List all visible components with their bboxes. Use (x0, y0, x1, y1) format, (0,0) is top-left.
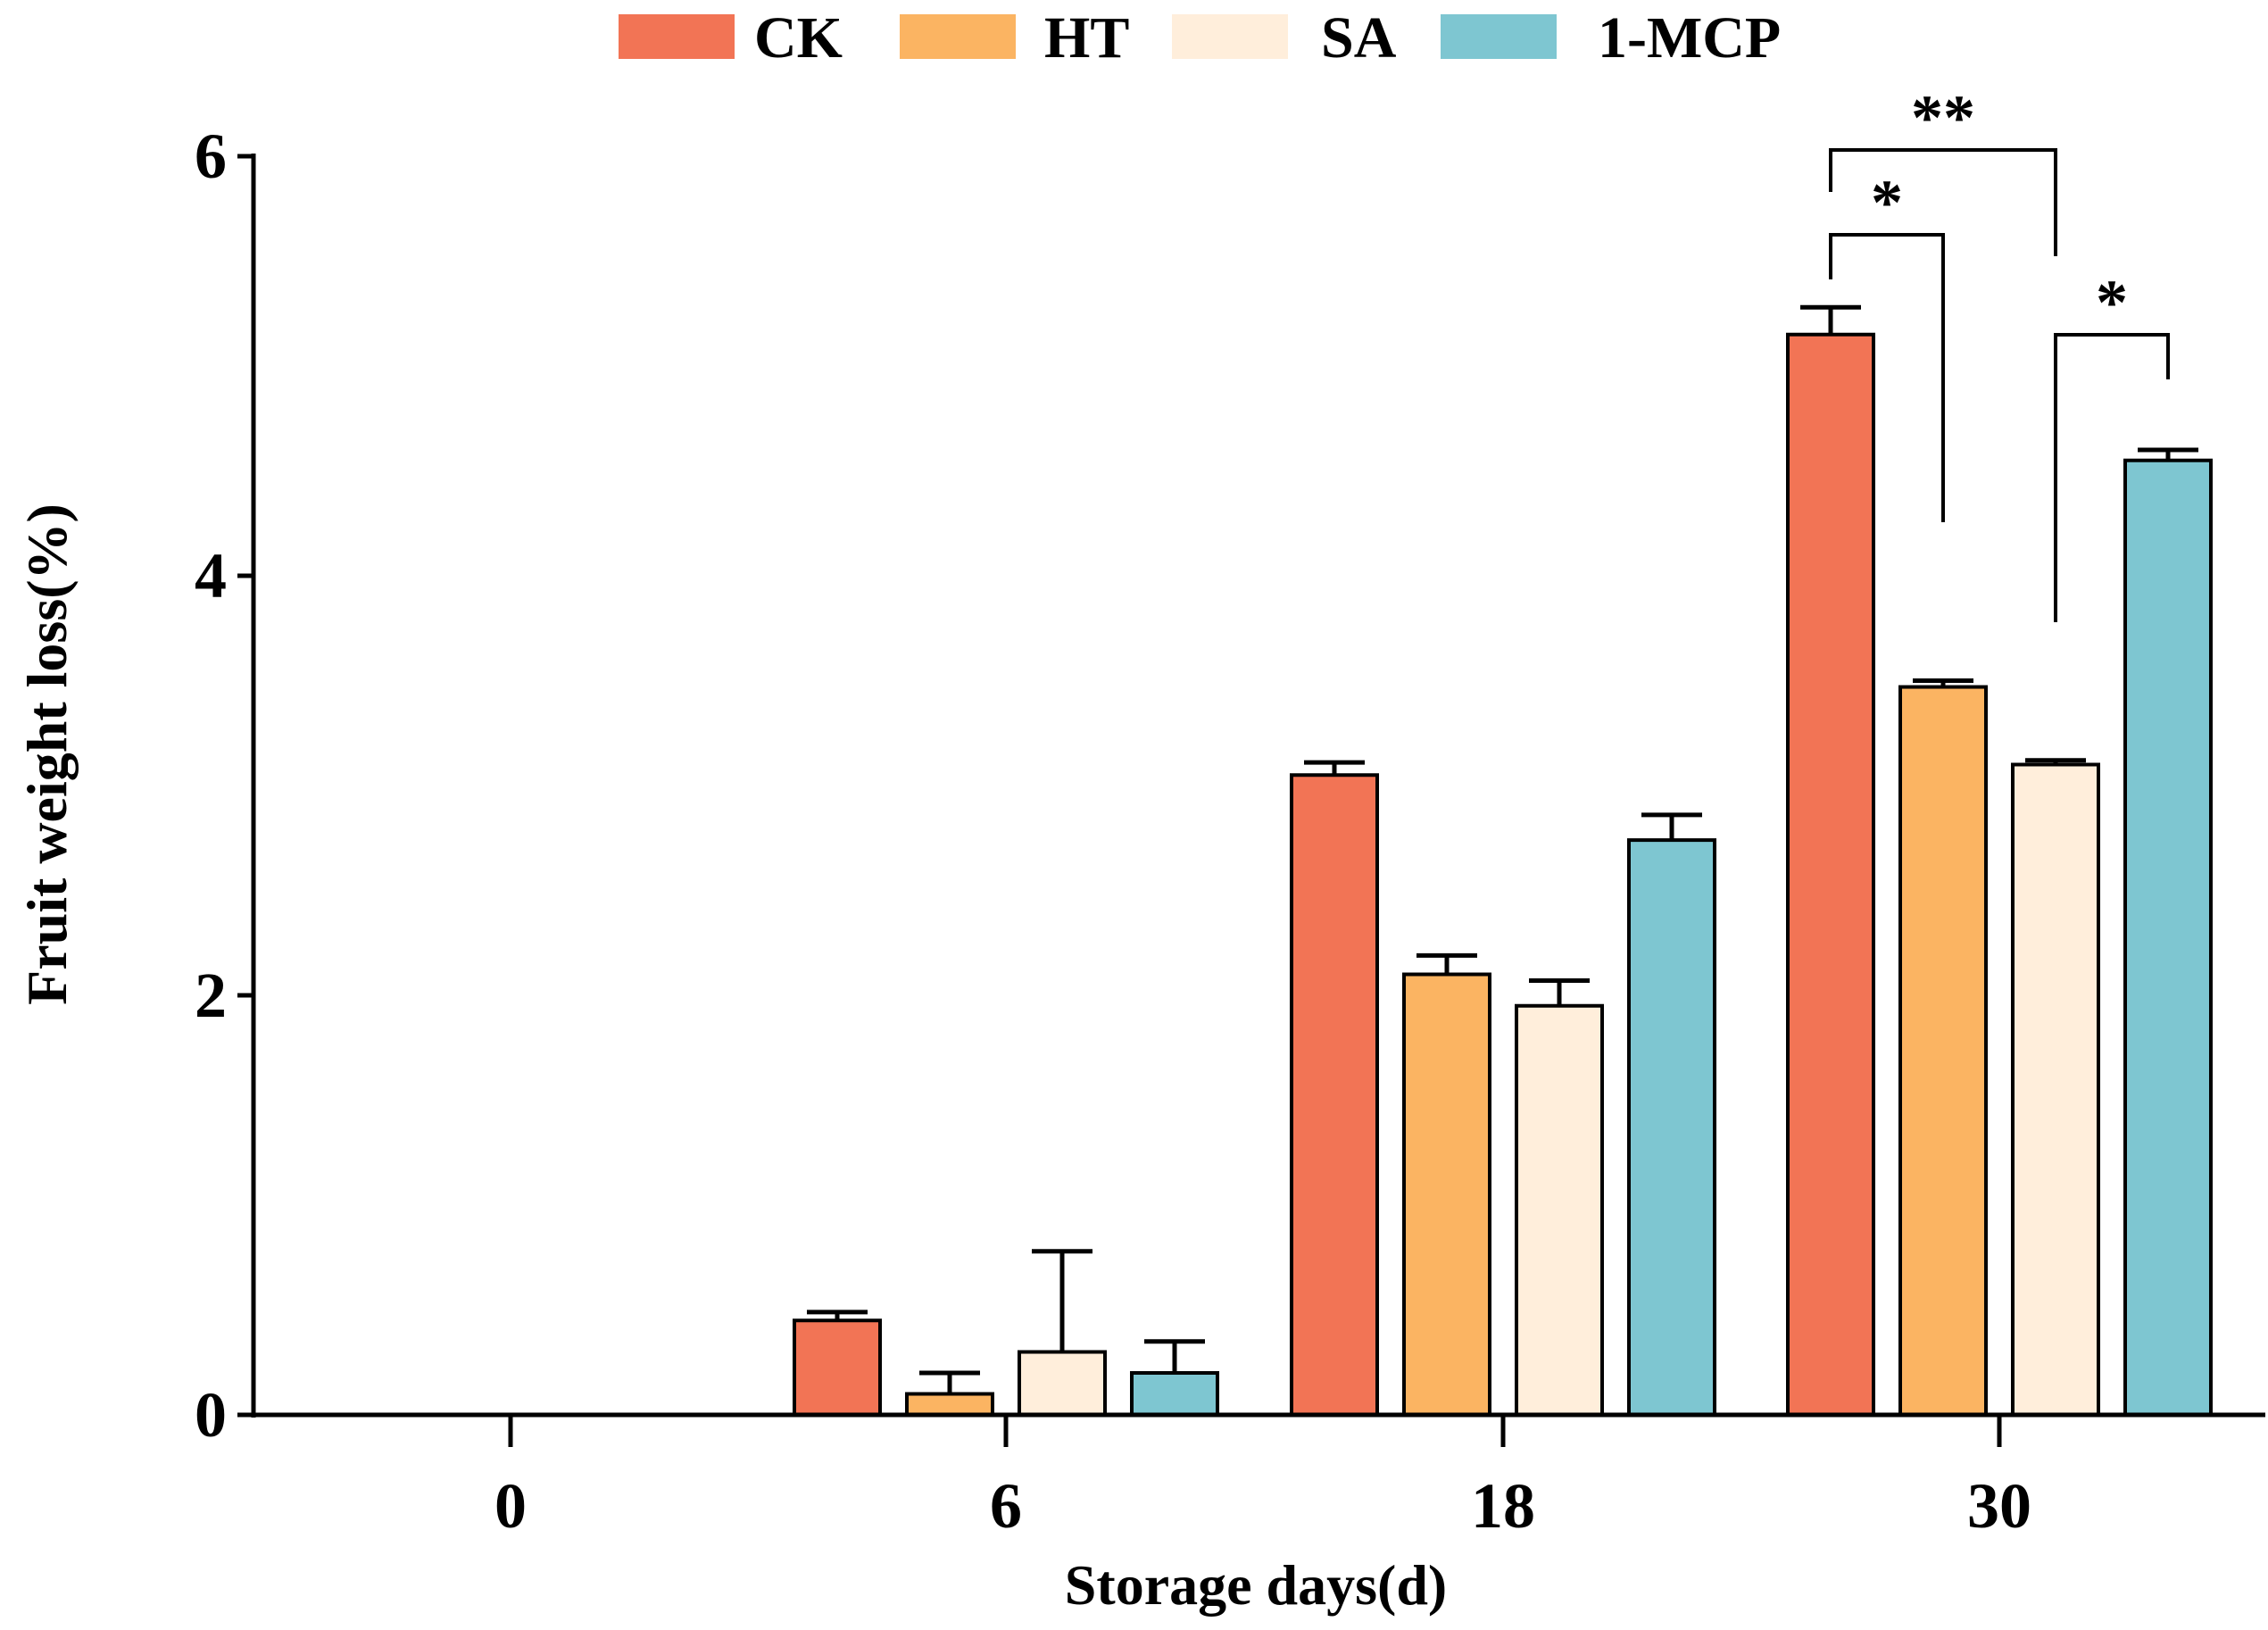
x-tick-label: 6 (990, 1470, 1022, 1542)
y-tick-label: 6 (195, 121, 227, 192)
legend-label-sa: SA (1321, 5, 1397, 71)
y-tick-label: 4 (195, 540, 227, 611)
bar-ht-6 (905, 1392, 994, 1417)
bar-1-mcp-18 (1627, 838, 1716, 1417)
axes (251, 154, 2265, 1418)
legend-swatch-ck (619, 14, 735, 59)
bar-ht-30 (1898, 685, 1988, 1417)
annotation-sa-1mcp-label: * (2096, 267, 2128, 338)
ticks: 0 2 4 6 0 6 18 30 (195, 121, 2031, 1542)
annotation-sa-1mcp-bracket (2054, 333, 2170, 622)
legend: CK HT SA 1-MCP (619, 5, 1781, 71)
bar-ck-30 (1786, 332, 1875, 1417)
x-axis-label: Storage days(d) (1065, 1553, 1447, 1617)
legend-label-ht: HT (1044, 5, 1129, 71)
bar-ck-18 (1290, 773, 1379, 1417)
legend-label-1-mcp: 1-MCP (1598, 5, 1781, 71)
significance-annotations: **** (1829, 82, 2170, 622)
y-tick-label: 0 (195, 1379, 227, 1451)
bar-ht-18 (1402, 972, 1491, 1417)
bar-sa-6 (1018, 1350, 1107, 1417)
bar-1-mcp-6 (1130, 1371, 1219, 1417)
legend-swatch-ht (900, 14, 1016, 59)
bar-sa-18 (1515, 1003, 1604, 1417)
bar-1-mcp-30 (2123, 458, 2213, 1417)
annotation-ck-ht-bracket (1829, 233, 1945, 522)
bar-sa-30 (2011, 762, 2100, 1417)
error-bars (807, 304, 2198, 1394)
legend-label-ck: CK (754, 5, 843, 71)
x-tick-label: 18 (1471, 1470, 1535, 1542)
annotation-ck-sa-label: ** (1911, 82, 1975, 154)
annotation-ck-sa-bracket (1829, 148, 2057, 256)
legend-swatch-sa (1172, 14, 1288, 59)
y-tick-label: 2 (195, 960, 227, 1031)
x-tick-label: 0 (494, 1470, 527, 1542)
legend-swatch-1-mcp (1441, 14, 1557, 59)
bars (793, 332, 2213, 1417)
bar-ck-6 (793, 1318, 882, 1417)
y-axis-label: Fruit weight loss(%) (15, 503, 79, 1005)
x-tick-label: 30 (1967, 1470, 2031, 1542)
annotation-ck-ht-label: * (1871, 167, 1903, 238)
